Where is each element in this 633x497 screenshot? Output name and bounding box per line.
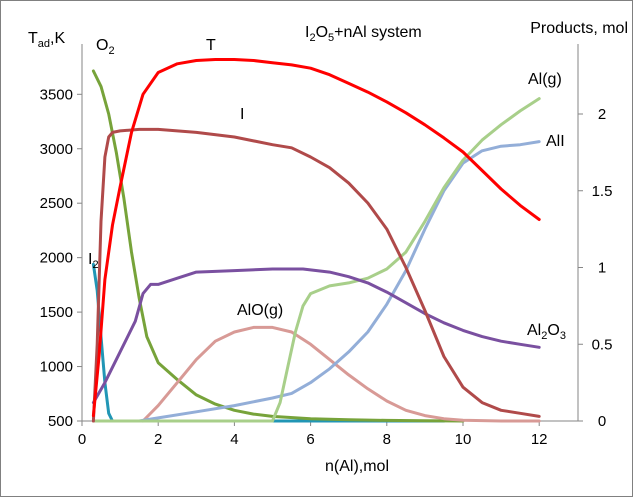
series-line-al-g [91,97,541,423]
x-tick-label: 8 [383,431,391,448]
y-tick-label: 2500 [40,195,73,212]
curve-label-i: I [240,106,244,123]
series-line-i [91,127,541,423]
y2-tick-label: 0.5 [592,336,613,353]
y-tick-label: 500 [48,413,73,430]
x-tick-label: 12 [531,431,548,448]
curve-label-t: T [206,37,216,54]
series-line-ali [137,140,541,423]
series-layer [91,58,541,423]
curve-label-i2: I2 [88,251,99,271]
series-line-alo-g [141,325,541,423]
x-tick-label: 6 [306,431,314,448]
series-line-al2o3 [91,267,541,405]
y2-tick-label: 1.5 [592,183,613,200]
axes: 0 2 4 6 8 10 1250010001500200025003000350000.5… [40,44,613,448]
y2-tick-label: 1 [598,260,606,277]
x-tick-label: 0 [78,431,86,448]
curve-label-o2: O2 [96,37,115,57]
y-tick-label: 1500 [40,304,73,321]
chart-title: I2O5+nAl system [305,24,422,44]
y2-axis-label: Products, mol [530,20,628,37]
y-tick-label: 3500 [40,86,73,103]
y-tick-label: 1000 [40,359,73,376]
y2-tick-label: 2 [598,106,606,123]
curve-label-ali: AlI [546,133,565,150]
x-tick-label: 2 [154,431,162,448]
x-tick-label: 10 [455,431,472,448]
curve-labels: T I O2 I2 AlO(g) Al(g) AlI Al2O3 [88,37,566,342]
curve-label-al-g: Al(g) [528,71,562,88]
y-axis-label: Tad,K [28,30,65,50]
y-tick-label: 3000 [40,141,73,158]
x-tick-label: 4 [230,431,238,448]
curve-label-alo-g: AlO(g) [237,302,283,319]
y2-tick-label: 0 [598,413,606,430]
series-line-o2 [91,69,465,423]
y-tick-label: 2000 [40,250,73,267]
series-line-t [91,58,541,418]
x-axis-label: n(Al),mol [325,458,389,475]
curve-label-al2o3: Al2O3 [527,322,566,342]
